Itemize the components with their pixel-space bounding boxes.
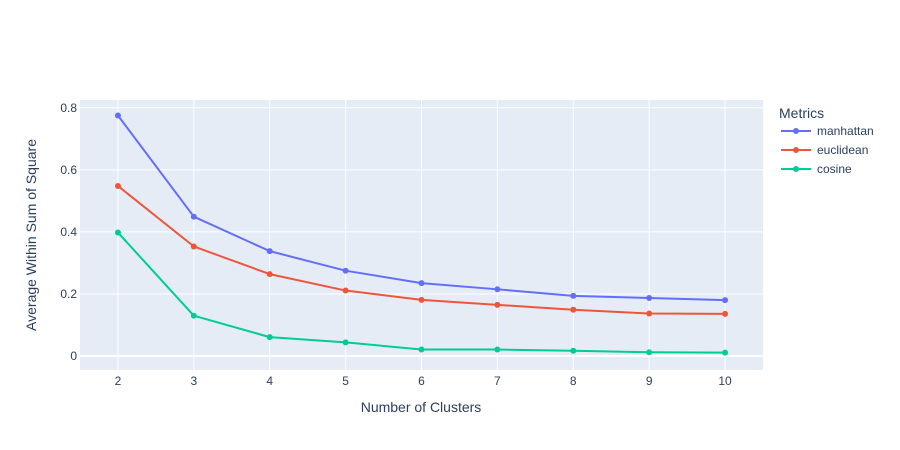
series-manhattan[interactable] bbox=[114, 112, 729, 304]
y-tick-label: 0.8 bbox=[60, 101, 77, 115]
series-group bbox=[114, 112, 729, 356]
y-tick-label: 0.4 bbox=[60, 225, 77, 239]
legend-swatch-marker bbox=[793, 128, 799, 134]
x-tick-label: 3 bbox=[190, 374, 197, 388]
x-tick-label: 4 bbox=[266, 374, 273, 388]
euclidean-point[interactable] bbox=[342, 287, 349, 294]
manhattan-point[interactable] bbox=[722, 297, 729, 304]
y-tick-label: 0.6 bbox=[60, 163, 77, 177]
legend-swatch-marker bbox=[793, 147, 799, 153]
manhattan-point[interactable] bbox=[266, 248, 273, 255]
series-euclidean[interactable] bbox=[114, 182, 729, 317]
cosine-point[interactable] bbox=[722, 349, 729, 356]
legend[interactable]: Metrics manhattan euclidean cosine bbox=[779, 105, 874, 176]
cosine-point[interactable] bbox=[114, 229, 121, 236]
manhattan-point[interactable] bbox=[418, 280, 425, 287]
cosine-point[interactable] bbox=[342, 339, 349, 346]
legend-item-manhattan[interactable]: manhattan bbox=[781, 124, 874, 138]
x-axis-title: Number of Clusters bbox=[361, 399, 482, 415]
series-cosine[interactable] bbox=[114, 229, 729, 356]
legend-swatch-marker bbox=[793, 166, 799, 172]
y-axis-title: Average Within Sum of Square bbox=[23, 139, 39, 331]
cosine-point[interactable] bbox=[418, 346, 425, 353]
legend-label: euclidean bbox=[817, 143, 868, 157]
x-tick-label: 6 bbox=[418, 374, 425, 388]
cosine-point[interactable] bbox=[646, 349, 653, 356]
euclidean-point[interactable] bbox=[114, 182, 121, 189]
euclidean-point[interactable] bbox=[646, 310, 653, 317]
y-tick-label: 0.2 bbox=[60, 287, 77, 301]
x-tick-label: 7 bbox=[494, 374, 501, 388]
cosine-point[interactable] bbox=[570, 347, 577, 354]
grid-lines bbox=[80, 100, 763, 370]
x-tick-label: 9 bbox=[646, 374, 653, 388]
legend-label: manhattan bbox=[817, 124, 874, 138]
euclidean-point[interactable] bbox=[570, 306, 577, 313]
manhattan-point[interactable] bbox=[494, 286, 501, 293]
manhattan-point[interactable] bbox=[646, 295, 653, 301]
legend-label: cosine bbox=[817, 162, 852, 176]
x-tick-label: 10 bbox=[718, 374, 732, 388]
x-tick-label: 2 bbox=[115, 374, 122, 388]
x-tick-label: 8 bbox=[570, 374, 577, 388]
legend-title: Metrics bbox=[779, 105, 824, 121]
euclidean-point[interactable] bbox=[494, 301, 501, 308]
legend-item-euclidean[interactable]: euclidean bbox=[781, 143, 868, 157]
euclidean-point[interactable] bbox=[418, 296, 425, 303]
euclidean-point[interactable] bbox=[722, 310, 729, 317]
cosine-point[interactable] bbox=[266, 334, 273, 341]
manhattan-point[interactable] bbox=[570, 292, 577, 299]
cosine-point[interactable] bbox=[494, 346, 501, 353]
euclidean-point[interactable] bbox=[190, 243, 197, 250]
manhattan-point[interactable] bbox=[190, 213, 197, 220]
tick-labels: 2 3 4 5 6 7 8 9 10 0 0.2 0.4 0.6 0.8 bbox=[60, 101, 732, 388]
euclidean-point[interactable] bbox=[266, 271, 273, 278]
cosine-point[interactable] bbox=[190, 312, 197, 319]
y-tick-label: 0 bbox=[70, 349, 77, 363]
legend-item-cosine[interactable]: cosine bbox=[781, 162, 852, 176]
manhattan-point[interactable] bbox=[342, 267, 349, 274]
x-tick-label: 5 bbox=[342, 374, 349, 388]
manhattan-point[interactable] bbox=[114, 112, 121, 119]
